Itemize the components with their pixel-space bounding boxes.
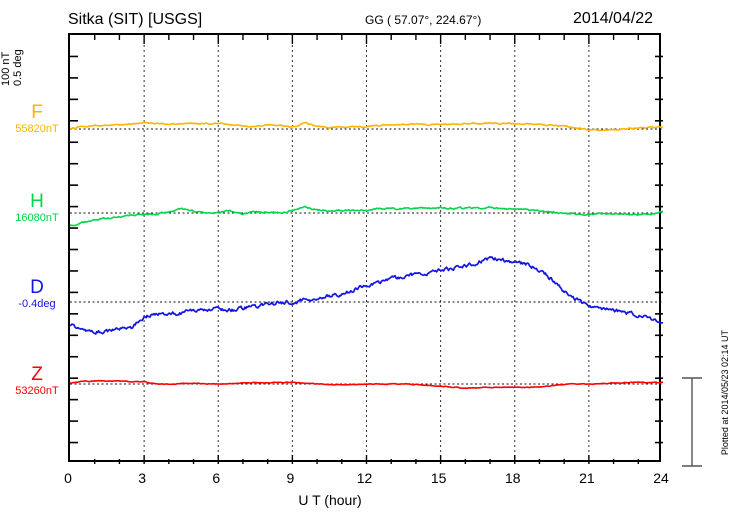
x-tick-label-12: 12	[356, 470, 373, 486]
trace-label-h-letter: H	[30, 191, 44, 212]
x-tick-label-6: 6	[212, 470, 221, 486]
page-title: Sitka (SIT) [USGS]	[68, 11, 203, 28]
trace-label-z: Z 53260nT	[8, 365, 66, 398]
trace-label-d-value: -0.4deg	[18, 298, 56, 310]
x-tick-label-9: 9	[286, 470, 295, 486]
x-tick-label-21: 21	[579, 470, 595, 486]
trace-label-f-letter: F	[31, 102, 43, 123]
trace-label-d: D -0.4deg	[8, 278, 66, 311]
plotted-timestamp: Plotted at 2014/05/23 02:14 UT	[720, 330, 730, 456]
trace-label-f: F 55820nT	[8, 103, 66, 136]
scale-bar	[682, 377, 702, 467]
trace-label-h: H 16080nT	[8, 192, 66, 225]
trace-label-z-letter: Z	[31, 364, 43, 385]
scale-bar-deg-label: 0.5 deg	[12, 49, 24, 86]
x-tick-label-3: 3	[138, 470, 147, 486]
x-tick-label-18: 18	[504, 470, 521, 486]
trace-label-f-value: 55820nT	[15, 123, 59, 135]
scale-bar-nt-label: 100 nT	[0, 51, 12, 86]
x-axis-title-text: U T (hour)	[298, 492, 362, 508]
x-tick-label-15: 15	[430, 470, 447, 486]
trace-label-h-value: 16080nT	[15, 212, 59, 224]
x-tick-label-0: 0	[64, 470, 72, 486]
x-axis-title: U T (hour)	[0, 492, 730, 508]
plot-frame	[68, 33, 663, 464]
x-tick-label-24: 24	[653, 470, 669, 486]
geographic-coordinates: GG ( 57.07°, 224.67°)	[365, 13, 482, 27]
trace-label-z-value: 53260nT	[15, 385, 59, 397]
plot-canvas	[70, 35, 663, 464]
trace-label-d-letter: D	[30, 277, 44, 298]
observation-date: 2014/04/22	[573, 10, 654, 27]
